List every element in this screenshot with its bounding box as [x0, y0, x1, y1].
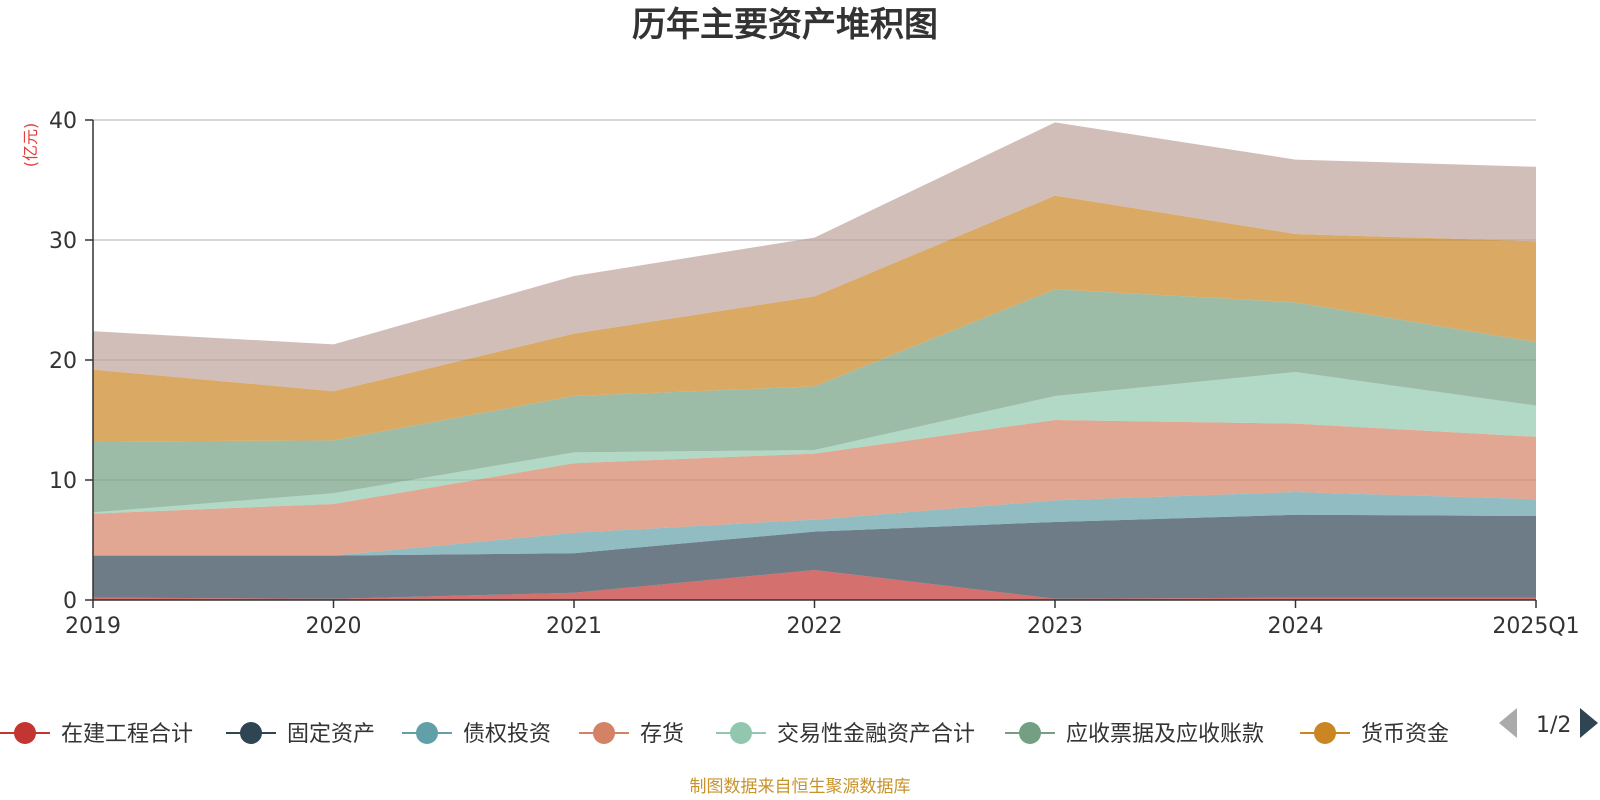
- legend-label-2: 债权投资: [463, 722, 551, 747]
- area-series-4: [93, 372, 1536, 514]
- y-tick-label-1: 10: [49, 469, 77, 494]
- legend-marker-3: [593, 722, 615, 744]
- area-series-0: [93, 570, 1536, 600]
- y-tick-label-3: 30: [49, 229, 77, 254]
- legend-marker-1: [240, 722, 262, 744]
- legend-page-indicator: 1/2: [1536, 713, 1571, 738]
- y-axis-unit: (亿元): [21, 123, 40, 168]
- area-series: [93, 122, 1536, 600]
- x-tick-label-6: 2025Q1: [1492, 614, 1579, 639]
- axes: 0 10 20 30 40 2019 2020 2021 2022 2023 2024 2025Q1: [49, 109, 1580, 639]
- legend-marker-2: [416, 722, 438, 744]
- next-page-icon[interactable]: [1580, 708, 1598, 738]
- legend-label-6: 货币资金: [1361, 722, 1449, 747]
- x-tick-label-3: 2022: [787, 614, 843, 639]
- area-series-7: [93, 122, 1536, 392]
- legend-marker-0: [14, 722, 36, 744]
- legend: 在建工程合计 固定资产 债权投资 存货 交易性金融资产合计 应收票据及应收账款 货币资金: [0, 722, 1449, 747]
- y-tick-label-2: 20: [49, 349, 77, 374]
- x-tick-label-0: 2019: [65, 614, 121, 639]
- legend-marker-4: [730, 722, 752, 744]
- y-tick-label-4: 40: [49, 109, 77, 134]
- legend-label-1: 固定资产: [287, 722, 375, 747]
- area-series-2: [93, 492, 1536, 556]
- data-source-footer: 制图数据来自恒生聚源数据库: [690, 777, 911, 797]
- x-tick-label-2: 2021: [546, 614, 602, 639]
- legend-marker-6: [1314, 722, 1336, 744]
- x-tick-label-1: 2020: [306, 614, 362, 639]
- area-series-6: [93, 195, 1536, 442]
- x-tick-label-5: 2024: [1268, 614, 1324, 639]
- prev-page-icon[interactable]: [1499, 708, 1517, 738]
- x-tick-label-4: 2023: [1027, 614, 1083, 639]
- legend-label-5: 应收票据及应收账款: [1066, 722, 1264, 747]
- y-tick-label-0: 0: [63, 589, 77, 614]
- legend-pager: 1/2: [1499, 708, 1598, 738]
- chart-title: 历年主要资产堆积图: [632, 5, 938, 45]
- legend-label-0: 在建工程合计: [61, 722, 193, 747]
- legend-label-3: 存货: [640, 722, 684, 747]
- area-series-5: [93, 289, 1536, 513]
- legend-marker-5: [1019, 722, 1041, 744]
- area-series-1: [93, 514, 1536, 599]
- legend-label-4: 交易性金融资产合计: [777, 722, 975, 747]
- area-series-3: [93, 420, 1536, 556]
